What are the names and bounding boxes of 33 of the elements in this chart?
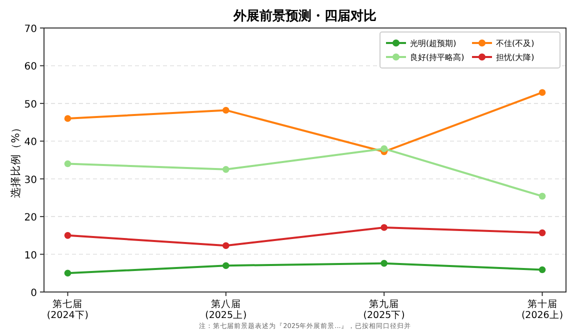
point bbox=[380, 224, 388, 231]
point bbox=[538, 192, 546, 200]
x-tick-label: 第十届 (2026上) bbox=[521, 298, 564, 321]
legend-label: 不佳(不及) bbox=[496, 39, 534, 48]
y-tick-label: 10 bbox=[24, 250, 37, 262]
legend-label: 光明(超预期) bbox=[410, 39, 456, 48]
y-tick-label: 0 bbox=[30, 288, 37, 299]
point bbox=[538, 266, 546, 274]
x-tick-label: 第七届 (2024下) bbox=[46, 298, 89, 321]
y-tick-label: 20 bbox=[24, 212, 37, 224]
y-tick-label: 40 bbox=[24, 137, 37, 148]
point bbox=[538, 229, 546, 236]
point bbox=[64, 115, 72, 122]
point bbox=[222, 166, 230, 173]
point bbox=[64, 160, 72, 168]
point bbox=[64, 270, 72, 277]
x-tick-label: 第九届 (2025下) bbox=[363, 298, 405, 321]
y-tick-label: 70 bbox=[24, 24, 37, 35]
chart-title: 外展前景预测・四届对比 bbox=[232, 9, 376, 24]
x-tick-label: 第八届 (2025上) bbox=[205, 298, 247, 321]
point bbox=[380, 145, 388, 152]
point bbox=[64, 232, 72, 239]
point bbox=[380, 260, 388, 267]
y-tick-label: 50 bbox=[24, 99, 37, 110]
point bbox=[222, 106, 230, 114]
point bbox=[222, 262, 230, 269]
legend-label: 担忧(大降) bbox=[496, 53, 534, 62]
y-axis-title: 选择比例（%） bbox=[9, 122, 22, 198]
point bbox=[538, 89, 546, 96]
y-tick-label: 60 bbox=[24, 62, 37, 73]
legend-label: 良好(持平略高) bbox=[410, 53, 464, 62]
y-tick-label: 30 bbox=[24, 174, 37, 186]
point bbox=[222, 242, 230, 250]
